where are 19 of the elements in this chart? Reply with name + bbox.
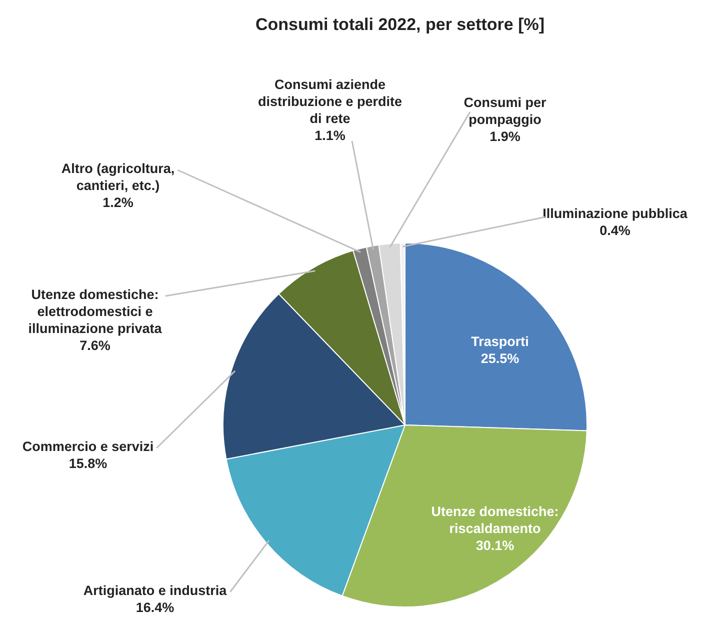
slice-label: Artigianato e industria: [83, 583, 228, 598]
slice-label: Commercio e servizi: [22, 439, 154, 454]
data-label: 30.1%: [476, 538, 514, 553]
slice-label: Illuminazione pubblica: [542, 206, 688, 221]
data-label: 1.1%: [314, 128, 346, 143]
data-label: 0.4%: [600, 223, 630, 238]
slice-label: Consumi aziende distribuzione e perdite di rete: [258, 77, 402, 126]
slice-label: Utenze domestiche: elettrodomestici e illuminazione privata: [28, 287, 162, 336]
slice-label: Altro (agricoltura, cantieri, etc.): [61, 161, 175, 193]
data-label: 25.5%: [480, 351, 520, 366]
slice-label: Utenze domestiche: riscaldamento: [431, 504, 559, 536]
slice-label: Consumi per pompaggio: [464, 95, 547, 127]
data-label: 7.6%: [80, 338, 110, 353]
chart-title: Consumi totali 2022, per settore [%]: [255, 15, 545, 34]
slice-label: Trasporti: [471, 334, 529, 349]
data-label: 16.4%: [136, 600, 174, 615]
data-label: 1.9%: [490, 129, 520, 144]
data-label: 1.2%: [102, 195, 134, 210]
data-label: 15.8%: [68, 456, 108, 471]
